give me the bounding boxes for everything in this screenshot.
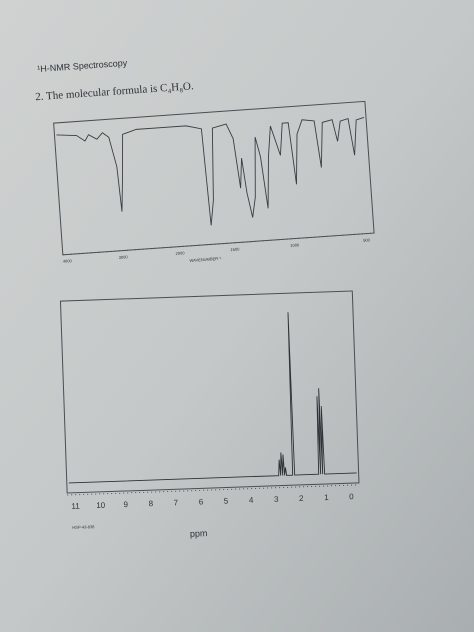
ir-trace <box>56 117 365 226</box>
ir-x-title: WAVENUMBER⁻¹ <box>189 256 222 263</box>
nmr-x-label: 7 <box>174 498 179 507</box>
nmr-x-label: 0 <box>349 492 354 501</box>
nmr-x-label: 2 <box>299 494 304 503</box>
nmr-x-label: 4 <box>249 496 254 505</box>
ir-labels: 4000 3000 2000 1500 1000 500 <box>63 237 371 264</box>
ir-x-label: 3000 <box>119 254 129 260</box>
nmr-x-title: ppm <box>190 528 208 539</box>
nmr-x-label: 10 <box>96 501 106 510</box>
nmr-labels: 11 10 9 8 7 6 5 4 3 2 1 0 <box>71 492 354 511</box>
ir-ticks <box>62 232 375 256</box>
nmr-x-label: 1 <box>324 493 329 502</box>
nmr-x-label: 8 <box>148 499 153 508</box>
nmr-x-label: 5 <box>224 496 229 505</box>
nmr-code: HSP-43-836 <box>72 524 95 530</box>
ir-x-label: 2000 <box>175 250 185 256</box>
nmr-trace <box>68 312 357 484</box>
nmr-x-label: 11 <box>71 502 80 511</box>
nmr-x-label: 6 <box>199 497 204 506</box>
ir-x-label: 4000 <box>63 258 73 264</box>
ir-x-label: 500 <box>363 237 371 243</box>
nmr-spectrum: 11 10 9 8 7 6 5 4 3 2 1 0 ppm HSP-43-836 <box>59 290 360 539</box>
nmr-ticks <box>67 484 360 496</box>
ir-x-label: 1500 <box>230 246 240 252</box>
nmr-x-label: 9 <box>123 500 128 509</box>
ir-spectrum: 4000 3000 2000 1500 1000 500 WAVENUMBER⁻¹ <box>53 100 375 264</box>
nmr-frame <box>59 290 360 494</box>
nmr-x-label: 3 <box>274 495 279 504</box>
ir-x-label: 1000 <box>290 242 300 248</box>
